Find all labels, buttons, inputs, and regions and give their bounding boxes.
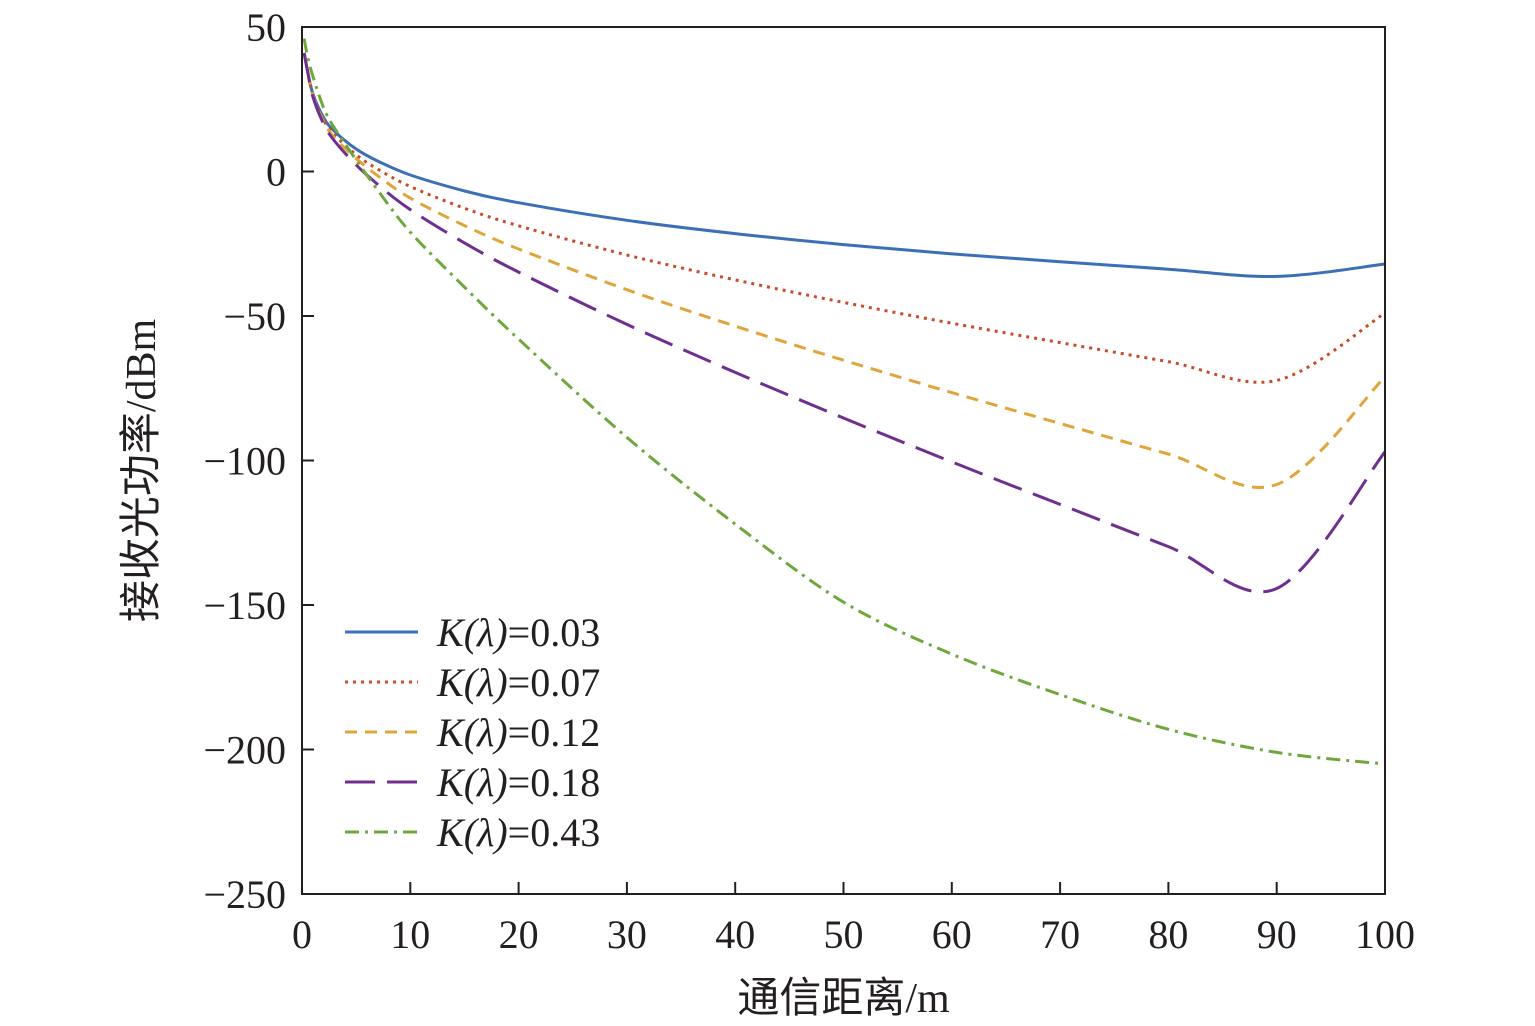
series-line-1 [302, 52, 1386, 278]
x-tick-label: 30 [607, 912, 647, 957]
series-layer [302, 38, 1387, 766]
legend-label-2: K(λ)=0.07 [436, 660, 600, 705]
x-tick-label: 10 [390, 912, 430, 957]
x-tick-label: 20 [499, 912, 539, 957]
x-tick-label: 50 [824, 912, 864, 957]
x-tick-label: 40 [715, 912, 755, 957]
series-line-4 [302, 52, 1387, 594]
y-tick-label: −100 [203, 439, 286, 484]
x-tick-label: 0 [292, 912, 312, 957]
legend-label-3: K(λ)=0.12 [436, 710, 600, 755]
series-line-5 [302, 38, 1386, 766]
legend-label-1: K(λ)=0.03 [436, 610, 600, 655]
y-tick-label: −250 [203, 872, 286, 917]
axis-layer: 0 10 20 30 40 50 60 70 80 90 100 50 0 −50 −100 −150 −200… [203, 5, 1415, 957]
legend: K(λ)=0.03 K(λ)=0.07 K(λ)=0.12 K(λ)=0.18 K(λ)… [345, 610, 600, 855]
y-tick-label: −50 [223, 294, 286, 339]
series-line-3 [302, 52, 1387, 489]
series-line-2 [302, 52, 1386, 384]
legend-label-5: K(λ)=0.43 [436, 810, 600, 855]
x-tick-label: 100 [1355, 912, 1415, 957]
y-tick-label: −150 [203, 583, 286, 628]
x-tick-label: 80 [1148, 912, 1188, 957]
x-tick-label: 60 [932, 912, 972, 957]
y-axis-label: 接收光功率/dBm [118, 318, 165, 622]
x-tick-label: 90 [1257, 912, 1297, 957]
y-tick-label: 0 [266, 150, 286, 195]
x-tick-label: 70 [1040, 912, 1080, 957]
y-tick-label: −200 [203, 728, 286, 773]
x-axis-label: 通信距离/m [737, 975, 950, 1022]
y-tick-label: 50 [246, 5, 286, 50]
legend-label-4: K(λ)=0.18 [436, 760, 600, 805]
